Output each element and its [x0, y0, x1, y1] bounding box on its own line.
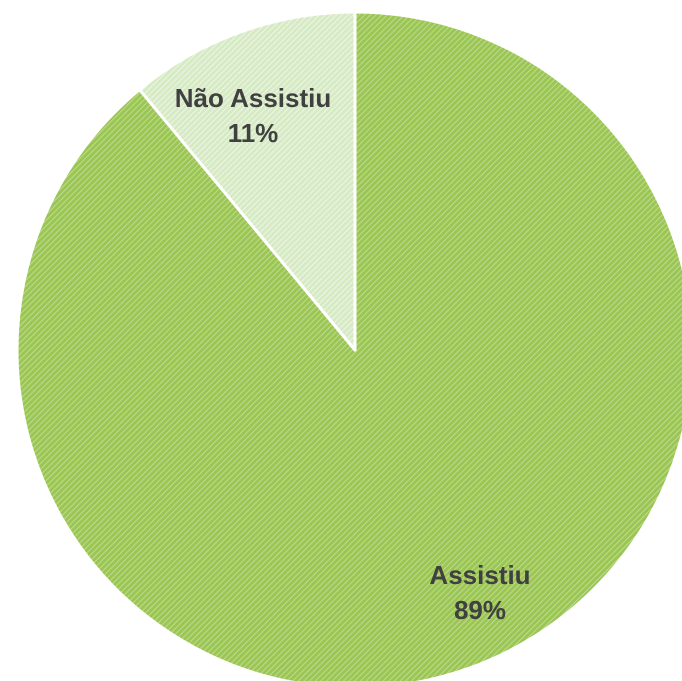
pie-slice-assistiu: [15, 10, 682, 681]
slice-label-assistiu-value: 89%: [454, 595, 506, 625]
pie-slice-nao-assistiu: [138, 10, 357, 352]
slice-label-nao-assistiu-name: Não Assistiu: [175, 83, 332, 113]
slice-label-assistiu-name: Assistiu: [429, 560, 530, 590]
pie-labels: Assistiu 89% Não Assistiu 11%: [175, 83, 531, 625]
slice-label-nao-assistiu-value: 11%: [228, 118, 279, 148]
pie-slices: [15, 10, 682, 681]
